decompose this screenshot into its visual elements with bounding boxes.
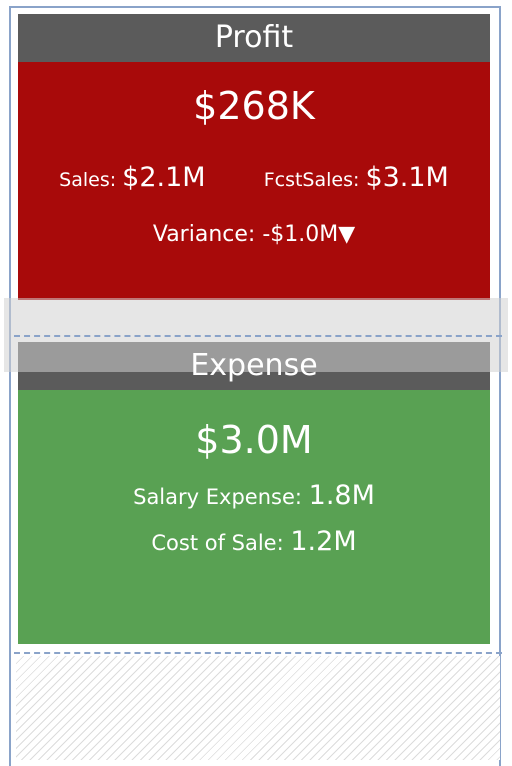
salary-expense-label: Salary Expense: — [133, 485, 302, 509]
fcst-sales-label: FcstSales: — [263, 169, 360, 191]
profit-card-title: Profit — [18, 14, 490, 62]
container-divider — [14, 335, 502, 337]
sales-label: Sales: — [59, 169, 117, 191]
salary-expense-row: Salary Expense: 1.8M — [18, 480, 490, 511]
profit-card-body: $268K Sales: $2.1M FcstSales: $3.1M Vari… — [18, 62, 490, 300]
salary-expense-value: 1.8M — [308, 480, 375, 511]
profit-value: $268K — [193, 84, 315, 128]
cost-of-sale-label: Cost of Sale: — [151, 531, 284, 555]
variance-value: -$1.0M — [262, 222, 339, 247]
variance-label: Variance: — [152, 222, 256, 247]
cost-of-sale-row: Cost of Sale: 1.2M — [18, 526, 490, 557]
empty-placeholder-area — [16, 656, 500, 760]
expense-value: $3.0M — [195, 418, 313, 462]
fcst-sales-value: $3.1M — [365, 162, 449, 193]
profit-card[interactable]: Profit $268K Sales: $2.1M FcstSales: $3.… — [18, 14, 490, 300]
expense-card-title: Expense — [18, 342, 490, 390]
profit-sales-row: Sales: $2.1M FcstSales: $3.1M — [18, 162, 490, 193]
down-arrow-icon: ▼ — [338, 222, 356, 247]
cost-of-sale-value: 1.2M — [290, 526, 357, 557]
expense-card-body: $3.0M Salary Expense: 1.8M Cost of Sale:… — [18, 390, 490, 644]
expense-card[interactable]: Expense $3.0M Salary Expense: 1.8M Cost … — [18, 342, 490, 644]
sales-value: $2.1M — [122, 162, 206, 193]
container-divider-bottom — [14, 652, 502, 654]
variance-row: Variance: -$1.0M▼ — [18, 222, 490, 247]
